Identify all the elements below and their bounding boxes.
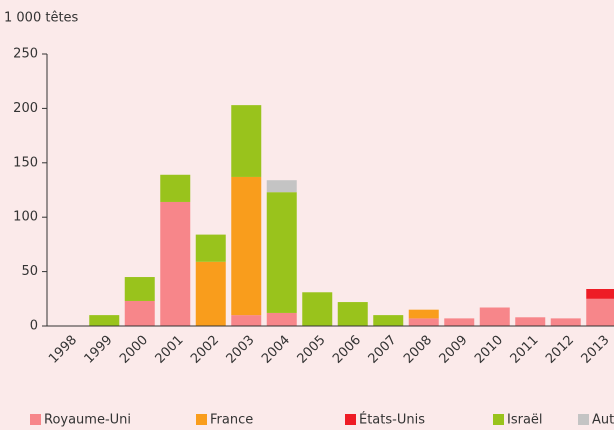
bar-segment xyxy=(231,176,262,316)
y-tick-label: 0 xyxy=(30,319,38,334)
legend-swatch xyxy=(578,414,589,425)
legend-swatch xyxy=(196,414,207,425)
y-tick-label: 100 xyxy=(13,210,38,225)
bar-segment xyxy=(586,289,614,299)
y-tick-label: 200 xyxy=(13,101,38,116)
legend-label: Autres xyxy=(592,413,614,428)
bar-segment xyxy=(444,318,475,326)
bar-segment xyxy=(337,302,368,326)
bar-segment xyxy=(515,317,546,326)
bar-segment xyxy=(124,300,155,326)
legend-label: Israël xyxy=(507,413,543,428)
bar-segment xyxy=(231,105,262,177)
legend-label: France xyxy=(210,413,253,428)
bar-segment xyxy=(231,315,262,326)
y-tick-label: 50 xyxy=(21,264,38,279)
bar-segment xyxy=(586,298,614,326)
bar-segment xyxy=(266,192,297,313)
legend-swatch xyxy=(30,414,41,425)
y-tick-label: 250 xyxy=(13,47,38,62)
y-axis-label: 1 000 têtes xyxy=(4,11,79,26)
bar-segment xyxy=(550,318,581,326)
bar-segment xyxy=(195,261,226,326)
bar-segment xyxy=(89,315,120,326)
legend-label: États-Unis xyxy=(359,412,425,428)
bar-segment xyxy=(302,292,333,326)
legend-swatch xyxy=(345,414,356,425)
bar-segment xyxy=(408,318,439,326)
legend-label: Royaume-Uni xyxy=(44,413,131,428)
bar-segment xyxy=(124,277,155,301)
bar-segment xyxy=(479,307,510,326)
bar-segment xyxy=(373,315,404,326)
y-tick-label: 150 xyxy=(13,155,38,170)
bar-segment xyxy=(160,201,191,326)
bar-segment xyxy=(408,309,439,319)
bar-segment xyxy=(195,234,226,262)
bar-segment xyxy=(160,174,191,202)
legend-swatch xyxy=(493,414,504,425)
bar-segment xyxy=(266,180,297,193)
bar-segment xyxy=(266,312,297,326)
